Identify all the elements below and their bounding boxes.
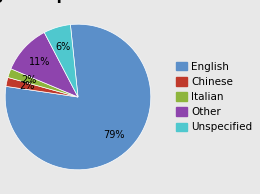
Wedge shape: [44, 25, 78, 97]
Title: Language Compositon of Australia: Language Compositon of Australia: [0, 0, 226, 3]
Text: 79%: 79%: [103, 130, 125, 140]
Wedge shape: [11, 32, 78, 97]
Wedge shape: [8, 69, 78, 97]
Text: 2%: 2%: [19, 81, 34, 91]
Text: 6%: 6%: [55, 42, 70, 52]
Legend: English, Chinese, Italian, Other, Unspecified: English, Chinese, Italian, Other, Unspec…: [174, 60, 254, 134]
Wedge shape: [6, 77, 78, 97]
Wedge shape: [5, 24, 151, 170]
Text: 11%: 11%: [29, 56, 50, 67]
Text: 2%: 2%: [21, 75, 36, 85]
